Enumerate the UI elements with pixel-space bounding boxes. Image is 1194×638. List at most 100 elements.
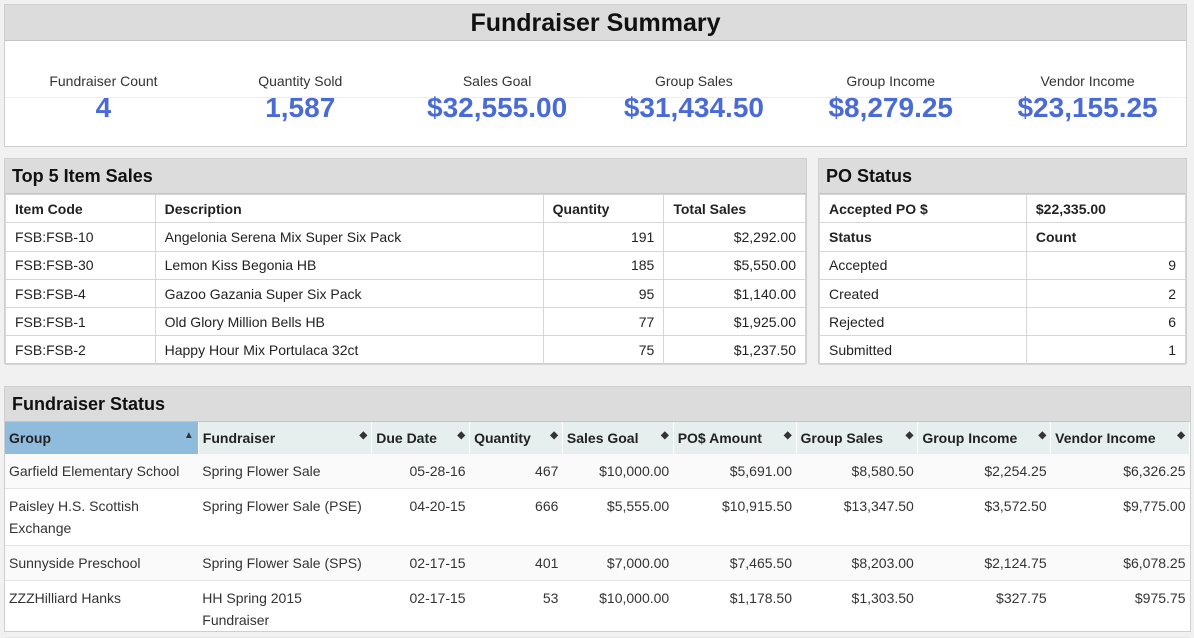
table-row: Garfield Elementary School Spring Flower… (5, 454, 1190, 489)
table-row: Rejected 6 (819, 307, 1187, 337)
item-total-sales: $2,292.00 (663, 222, 806, 252)
stat-value: $8,279.25 (828, 92, 954, 123)
col-po-amount[interactable]: PO$ Amount ◆ (673, 422, 797, 454)
group-sales: $8,203.00 (796, 545, 918, 581)
stat-quantity-sold: Quantity Sold 1,587 (202, 71, 399, 125)
fundraiser-status-title: Fundraiser Status (5, 387, 1190, 422)
item-quantity: 191 (542, 222, 665, 252)
sales-goal: $10,000.00 (562, 580, 674, 638)
fundraiser-status-table: Group ▲ Fundraiser ◆ Due Date ◆ Quantity ◆ S… (5, 422, 1190, 638)
col-group-sales[interactable]: Group Sales ◆ (796, 422, 919, 454)
due-date: 05-28-16 (371, 454, 470, 489)
vendor-income: $9,775.00 (1050, 488, 1190, 546)
quantity: 467 (469, 454, 563, 489)
table-row: ZZZHilliard Hanks HH Spring 2015 Fundrai… (5, 580, 1190, 638)
group-sales: $1,303.50 (796, 580, 918, 638)
table-row: Sunnyside Preschool Spring Flower Sale (… (5, 545, 1190, 581)
col-group-income[interactable]: Group Income ◆ (917, 422, 1052, 454)
quantity: 53 (469, 580, 563, 638)
fundraiser-summary-panel: Fundraiser Summary Fundraiser Count 4 Qu… (4, 4, 1187, 147)
stat-value: $31,434.50 (623, 92, 764, 123)
sales-goal: $10,000.00 (562, 454, 674, 489)
item-quantity: 95 (542, 278, 665, 309)
group-income: $2,124.75 (917, 545, 1051, 581)
top-item-sales-table: Item Code Description Quantity Total Sal… (5, 193, 806, 365)
item-description: Happy Hour Mix Portulaca 32ct (154, 335, 544, 365)
fundraiser-status-panel: Fundraiser Status Group ▲ Fundraiser ◆ Due… (4, 386, 1191, 638)
group-income: $3,572.50 (917, 488, 1051, 546)
stat-group-income: Group Income $8,279.25 (792, 71, 989, 125)
vendor-income: $6,326.25 (1050, 454, 1190, 489)
summary-stats: Fundraiser Count 4 Quantity Sold 1,587 S… (5, 71, 1186, 125)
group-sales: $8,580.50 (796, 454, 918, 489)
stat-label: Fundraiser Count (49, 73, 158, 89)
col-quantity[interactable]: Quantity ◆ (469, 422, 563, 454)
stat-sales-goal: Sales Goal $32,555.00 (399, 71, 596, 125)
item-description: Gazoo Gazania Super Six Pack (154, 278, 544, 309)
col-fundraiser[interactable]: Fundraiser ◆ (198, 422, 373, 454)
item-description: Angelonia Serena Mix Super Six Pack (154, 222, 544, 252)
group-name: Sunnyside Preschool (5, 545, 199, 581)
summary-title: Fundraiser Summary (5, 5, 1186, 41)
sort-icon: ◆ (905, 430, 914, 441)
stat-label: Group Sales (654, 73, 733, 89)
item-code: FSB:FSB-30 (5, 250, 156, 280)
item-total-sales: $1,925.00 (663, 307, 806, 337)
accepted-po-row: Accepted PO $ $22,335.00 (819, 193, 1187, 224)
sort-icon: ◆ (550, 430, 558, 441)
po-count: 6 (1025, 307, 1187, 337)
fundraiser-name: Spring Flower Sale (198, 454, 372, 489)
item-quantity: 75 (542, 335, 665, 365)
col-description: Description (154, 193, 544, 224)
vendor-income: $6,078.25 (1050, 545, 1190, 581)
group-income: $327.75 (917, 580, 1051, 638)
stat-value: 4 (95, 92, 112, 123)
stat-value: $23,155.25 (1017, 92, 1158, 123)
sales-goal: $7,000.00 (562, 545, 674, 581)
col-sales-goal[interactable]: Sales Goal ◆ (562, 422, 674, 454)
col-vendor-income[interactable]: Vendor Income ◆ (1050, 422, 1190, 454)
quantity: 401 (469, 545, 563, 581)
stat-group-sales: Group Sales $31,434.50 (595, 71, 792, 125)
col-due-date[interactable]: Due Date ◆ (371, 422, 471, 454)
stat-vendor-income: Vendor Income $23,155.25 (989, 71, 1186, 125)
col-group[interactable]: Group ▲ (5, 422, 199, 454)
group-income: $2,254.25 (917, 454, 1051, 489)
po-status: Rejected (819, 307, 1027, 337)
table-row: FSB:FSB-30 Lemon Kiss Begonia HB 185 $5,… (5, 250, 806, 280)
stat-fundraiser-count: Fundraiser Count 4 (5, 71, 202, 125)
stats-divider (5, 97, 1186, 98)
sort-icon: ◆ (783, 430, 792, 441)
sort-icon: ◆ (1177, 430, 1185, 441)
top-item-sales-panel: Top 5 Item Sales Item Code Description Q… (4, 158, 807, 365)
table-header-row: Group ▲ Fundraiser ◆ Due Date ◆ Quantity ◆ S… (5, 422, 1190, 454)
item-code: FSB:FSB-2 (5, 335, 156, 365)
stat-label: Sales Goal (462, 73, 532, 89)
table-row: FSB:FSB-4 Gazoo Gazania Super Six Pack 9… (5, 278, 806, 309)
po-status-panel: PO Status Accepted PO $ $22,335.00 Statu… (818, 158, 1187, 365)
accepted-po-value: $22,335.00 (1025, 193, 1187, 224)
col-status: Status (819, 222, 1027, 252)
sort-asc-icon: ▲ (183, 430, 194, 441)
table-row: FSB:FSB-1 Old Glory Million Bells HB 77 … (5, 307, 806, 337)
table-row: Accepted 9 (819, 250, 1187, 280)
po-count: 1 (1025, 335, 1187, 365)
vendor-income: $975.75 (1050, 580, 1190, 638)
po-status-title: PO Status (819, 159, 1186, 194)
table-row: Paisley H.S. Scottish Exchange Spring Fl… (5, 488, 1190, 546)
stat-label: Quantity Sold (258, 73, 343, 89)
sales-goal: $5,555.00 (562, 488, 674, 546)
table-row: FSB:FSB-2 Happy Hour Mix Portulaca 32ct … (5, 335, 806, 365)
po-count: 9 (1025, 250, 1187, 280)
sort-icon: ◆ (457, 430, 466, 441)
fundraiser-name: Spring Flower Sale (PSE) (198, 488, 372, 546)
sort-icon: ◆ (359, 430, 368, 441)
po-count: 2 (1025, 278, 1187, 309)
sort-icon: ◆ (661, 430, 669, 441)
stat-value: 1,587 (265, 92, 336, 123)
group-name: Paisley H.S. Scottish Exchange (5, 488, 199, 546)
item-code: FSB:FSB-4 (5, 278, 156, 309)
accepted-po-label: Accepted PO $ (819, 193, 1027, 224)
fundraiser-name: Spring Flower Sale (SPS) (198, 545, 372, 581)
quantity: 666 (469, 488, 563, 546)
